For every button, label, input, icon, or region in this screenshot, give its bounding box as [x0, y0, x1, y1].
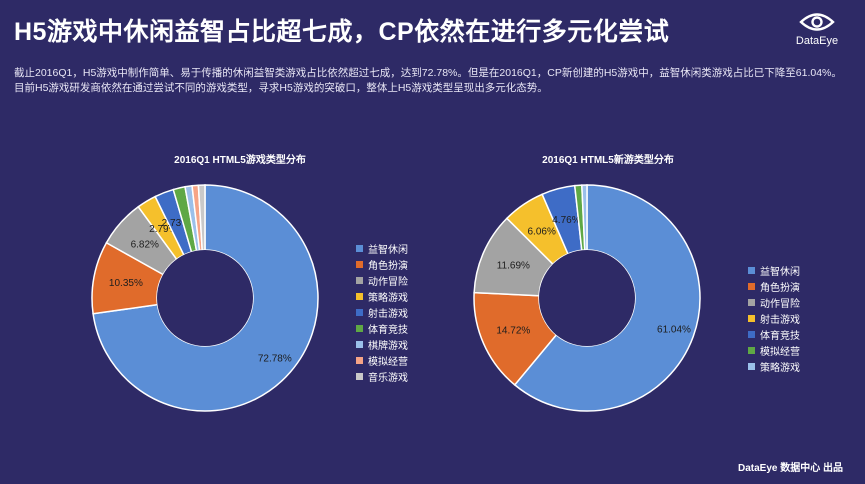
chart-2-legend-label: 体育竞技: [760, 330, 800, 342]
chart-1-data-label-1: 10.35%: [109, 278, 143, 289]
chart-2-legend-label: 动作冒险: [760, 298, 800, 310]
chart-1-legend-swatch: [356, 276, 363, 284]
chart-2-legend-label: 策略游戏: [760, 362, 800, 374]
chart-2-data-label-2: 11.69%: [497, 261, 530, 272]
chart-1-legend: 益智休闲角色扮演动作冒险策略游戏射击游戏体育竞技棋牌游戏模拟经营音乐游戏: [356, 240, 408, 384]
chart-2-legend-item: 模拟经营: [748, 342, 800, 358]
chart-1-legend-item: 模拟经营: [356, 352, 408, 368]
chart-2-data-label-4: 4.76%: [552, 215, 580, 226]
logo-text: DataEye: [795, 35, 839, 47]
chart-1-legend-label: 益智休闲: [368, 244, 408, 256]
chart-1-data-label-3: 2.79%: [149, 224, 177, 235]
chart-1-legend-swatch: [356, 260, 363, 268]
chart-1-legend-item: 益智休闲: [356, 240, 408, 256]
chart-1-legend-swatch: [356, 244, 363, 252]
chart-2-title: 2016Q1 HTML5新游类型分布: [542, 155, 674, 166]
chart-1-legend-item: 棋牌游戏: [356, 336, 408, 352]
chart-1-legend-label: 音乐游戏: [368, 372, 408, 384]
page-title: H5游戏中休闲益智占比超七成，CP依然在进行多元化尝试: [14, 18, 670, 46]
chart-1-legend-swatch: [356, 324, 363, 332]
chart-1-legend-swatch: [356, 356, 363, 364]
chart-2-legend-label: 益智休闲: [760, 266, 800, 278]
chart-1-legend-item: 策略游戏: [356, 288, 408, 304]
chart-2-legend-swatch: [748, 282, 755, 290]
chart-1-legend-item: 射击游戏: [356, 304, 408, 320]
eye-icon: [799, 13, 835, 31]
chart-1-center-hole: [157, 250, 253, 346]
chart-1-legend-label: 体育竞技: [368, 324, 408, 336]
chart-1-legend-label: 模拟经营: [368, 356, 408, 368]
chart-2-legend-label: 模拟经营: [760, 346, 800, 358]
chart-1-legend-label: 策略游戏: [368, 292, 408, 304]
chart-2-legend-swatch: [748, 314, 755, 322]
dataeye-logo: DataEye: [787, 10, 847, 47]
chart-1-legend-swatch: [356, 372, 363, 380]
chart-1-legend-label: 射击游戏: [368, 308, 408, 320]
chart-1-legend-item: 角色扮演: [356, 256, 408, 272]
chart-2-legend-item: 角色扮演: [748, 278, 800, 294]
chart-1-legend-item: 体育竞技: [356, 320, 408, 336]
chart-2-legend-swatch: [748, 298, 755, 306]
chart-2-data-label-0: 61.04%: [657, 324, 691, 335]
chart-1-data-label-4: 2.73%: [162, 218, 190, 229]
chart-2-legend: 益智休闲角色扮演动作冒险射击游戏体育竞技模拟经营策略游戏: [748, 262, 800, 374]
chart-2-legend-item: 射击游戏: [748, 310, 800, 326]
chart-2-legend-swatch: [748, 330, 755, 338]
chart-2-legend-swatch: [748, 362, 755, 370]
chart-1-legend-label: 动作冒险: [368, 276, 408, 288]
chart-1-legend-label: 棋牌游戏: [368, 340, 408, 352]
chart-2-legend-item: 动作冒险: [748, 294, 800, 310]
chart-2-legend-item: 策略游戏: [748, 358, 800, 374]
chart-1-legend-item: 音乐游戏: [356, 368, 408, 384]
chart-2-legend-swatch: [748, 346, 755, 354]
chart-1-data-label-0: 72.78%: [258, 354, 292, 365]
chart-1-data-label-2: 6.82%: [131, 240, 159, 251]
chart-2-data-label-3: 6.06%: [527, 226, 555, 237]
chart-2-center-hole: [539, 250, 635, 346]
chart-1-legend-swatch: [356, 308, 363, 316]
chart-2-legend-item: 益智休闲: [748, 262, 800, 278]
chart-1-donut: 72.78% 10.35% 6.82% 2.79%2.73%: [91, 184, 319, 412]
chart-1-title: 2016Q1 HTML5游戏类型分布: [174, 155, 306, 166]
chart-2-donut: 61.04% 14.72% 11.69% 6.06%4.76%: [473, 184, 701, 412]
chart-2-legend-swatch: [748, 266, 755, 274]
chart-1-legend-swatch: [356, 340, 363, 348]
chart-2-legend-label: 角色扮演: [760, 282, 800, 294]
chart-2-data-label-1: 14.72%: [496, 325, 530, 336]
chart-1-legend-swatch: [356, 292, 363, 300]
chart-2-legend-label: 射击游戏: [760, 314, 800, 326]
chart-2-legend-item: 体育竞技: [748, 326, 800, 342]
chart-1-legend-item: 动作冒险: [356, 272, 408, 288]
footer-credit: DataEye 数据中心 出品: [737, 463, 843, 474]
chart-1-legend-label: 角色扮演: [368, 260, 408, 272]
intro-paragraph: 截止2016Q1，H5游戏中制作简单、易于传播的休闲益智类游戏占比依然超过七成，…: [14, 67, 842, 94]
